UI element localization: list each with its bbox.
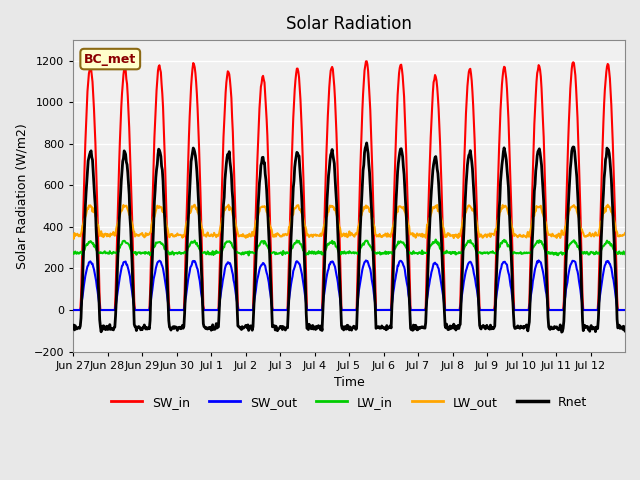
Legend: SW_in, SW_out, LW_in, LW_out, Rnet: SW_in, SW_out, LW_in, LW_out, Rnet — [106, 391, 592, 414]
Line: SW_in: SW_in — [73, 61, 625, 310]
LW_out — [70, 236, 77, 242]
Rnet — [621, 328, 629, 334]
SW_in — [134, 307, 141, 313]
SW_out — [69, 307, 77, 313]
LW_in — [284, 251, 292, 256]
LW_in — [245, 252, 253, 258]
LW_out — [135, 233, 143, 239]
Line: SW_out: SW_out — [73, 261, 625, 310]
SW_out — [406, 301, 413, 307]
LW_in — [69, 250, 77, 255]
Rnet — [69, 324, 77, 329]
Rnet — [407, 325, 415, 331]
LW_in — [432, 237, 440, 242]
SW_out — [437, 278, 445, 284]
LW_out — [191, 202, 198, 208]
Rnet — [363, 140, 371, 146]
LW_out — [237, 233, 244, 239]
Line: LW_in: LW_in — [73, 240, 625, 255]
LW_in — [134, 250, 141, 255]
SW_out — [263, 270, 271, 276]
Rnet — [438, 239, 445, 245]
Line: LW_out: LW_out — [73, 205, 625, 239]
Title: Solar Radiation: Solar Radiation — [286, 15, 412, 33]
LW_out — [408, 230, 415, 236]
Rnet — [134, 325, 141, 331]
LW_out — [438, 220, 446, 226]
Rnet — [284, 325, 291, 331]
LW_out — [621, 230, 629, 236]
SW_in — [407, 307, 415, 313]
LW_in — [407, 250, 415, 255]
SW_in — [438, 183, 445, 189]
Text: BC_met: BC_met — [84, 53, 136, 66]
SW_out — [134, 307, 141, 313]
SW_in — [263, 117, 271, 122]
Rnet — [558, 329, 566, 335]
LW_in — [438, 249, 446, 255]
LW_in — [264, 243, 271, 249]
LW_in — [236, 250, 243, 256]
LW_in — [621, 251, 629, 257]
SW_in — [236, 307, 243, 313]
Rnet — [263, 187, 271, 193]
SW_out — [236, 307, 243, 313]
Rnet — [236, 324, 243, 330]
LW_out — [69, 233, 77, 239]
LW_out — [264, 214, 272, 220]
LW_out — [285, 224, 292, 230]
X-axis label: Time: Time — [333, 376, 364, 389]
SW_out — [284, 307, 291, 313]
SW_out — [621, 307, 629, 313]
SW_in — [69, 307, 77, 313]
SW_out — [535, 258, 543, 264]
SW_in — [363, 59, 371, 64]
SW_in — [621, 307, 629, 313]
Y-axis label: Solar Radiation (W/m2): Solar Radiation (W/m2) — [15, 123, 28, 269]
SW_in — [284, 307, 291, 313]
Line: Rnet: Rnet — [73, 143, 625, 332]
